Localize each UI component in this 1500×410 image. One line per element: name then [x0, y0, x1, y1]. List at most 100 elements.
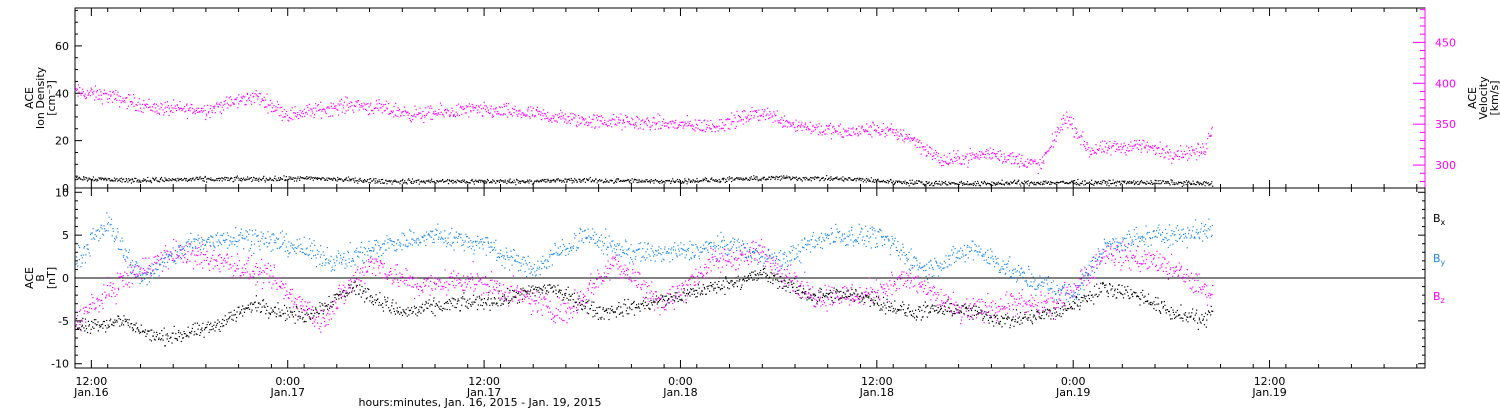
- data-point: [171, 180, 173, 182]
- data-point: [398, 108, 401, 110]
- data-point: [1149, 266, 1151, 268]
- data-point: [773, 272, 775, 274]
- data-point: [536, 311, 538, 313]
- data-point: [246, 263, 248, 265]
- data-point: [1151, 147, 1153, 149]
- data-point: [1068, 182, 1071, 184]
- data-point: [912, 267, 914, 269]
- data-point: [713, 264, 715, 266]
- data-point: [246, 179, 248, 181]
- data-point: [688, 179, 690, 181]
- data-point: [364, 266, 366, 268]
- data-point: [480, 104, 482, 106]
- data-point: [958, 156, 961, 159]
- data-point: [470, 110, 472, 112]
- data-point: [848, 127, 850, 129]
- data-point: [340, 98, 343, 100]
- data-point: [1114, 258, 1116, 260]
- data-point: [148, 98, 150, 100]
- data-point: [750, 261, 752, 263]
- data-point: [1108, 145, 1110, 147]
- data-point: [199, 176, 201, 178]
- data-point: [969, 318, 971, 320]
- data-point: [194, 110, 196, 112]
- data-point: [160, 102, 162, 104]
- data-point: [450, 112, 452, 114]
- data-point: [883, 284, 885, 286]
- data-point: [691, 181, 693, 183]
- data-point: [133, 97, 136, 99]
- data-point: [291, 300, 293, 302]
- data-point: [538, 181, 540, 183]
- data-point: [1112, 145, 1114, 147]
- data-point: [1152, 263, 1154, 265]
- data-point: [604, 276, 606, 278]
- data-point: [313, 176, 315, 179]
- data-point: [712, 256, 714, 258]
- data-point: [358, 180, 360, 182]
- data-point: [562, 115, 564, 117]
- data-point: [1147, 145, 1149, 147]
- data-point: [728, 179, 730, 181]
- data-point: [484, 182, 486, 184]
- data-point: [624, 264, 626, 266]
- data-point: [442, 288, 444, 290]
- data-point: [177, 177, 179, 179]
- data-point: [1033, 160, 1035, 162]
- data-point: [903, 129, 905, 131]
- data-point: [529, 117, 531, 119]
- data-point: [723, 177, 725, 179]
- data-point: [745, 178, 747, 180]
- data-point: [746, 116, 748, 118]
- data-point: [519, 299, 521, 301]
- data-point: [1177, 155, 1179, 157]
- data-point: [551, 121, 553, 123]
- data-point: [290, 289, 292, 291]
- data-point: [487, 180, 489, 182]
- data-point: [773, 176, 775, 179]
- data-point: [1008, 154, 1010, 157]
- data-point: [1139, 181, 1141, 183]
- data-point: [439, 279, 441, 281]
- data-point: [560, 318, 562, 320]
- data-point: [122, 97, 124, 99]
- data-point: [1089, 150, 1091, 152]
- data-point: [937, 183, 939, 185]
- data-point: [659, 180, 661, 182]
- data-point: [1034, 299, 1036, 301]
- data-point: [269, 177, 271, 179]
- data-point: [890, 284, 892, 286]
- data-point: [1204, 154, 1206, 156]
- data-point: [330, 318, 333, 320]
- data-point: [855, 129, 857, 131]
- data-point: [611, 118, 614, 120]
- data-point: [203, 105, 205, 107]
- data-point: [694, 119, 696, 121]
- data-point: [942, 302, 944, 305]
- data-point: [761, 109, 763, 111]
- data-point: [610, 179, 612, 181]
- data-point: [243, 264, 245, 266]
- data-point: [842, 179, 844, 182]
- data-point: [1206, 148, 1208, 150]
- data-point: [679, 181, 681, 183]
- data-point: [992, 148, 994, 151]
- data-point: [546, 117, 548, 120]
- data-point: [788, 121, 790, 123]
- data-point: [733, 251, 735, 254]
- data-point: [730, 262, 732, 264]
- velocity-tick-label: 450: [1435, 36, 1456, 49]
- data-point: [1128, 267, 1131, 269]
- data-point: [106, 98, 109, 100]
- data-point: [1159, 267, 1161, 269]
- data-point: [417, 114, 419, 116]
- data-point: [1131, 149, 1133, 152]
- data-point: [706, 271, 708, 273]
- data-point: [692, 275, 694, 278]
- data-point: [1016, 181, 1018, 183]
- data-point: [850, 287, 852, 289]
- data-point: [837, 295, 839, 297]
- data-point: [192, 112, 194, 114]
- data-point: [1049, 181, 1052, 183]
- data-point: [256, 179, 258, 181]
